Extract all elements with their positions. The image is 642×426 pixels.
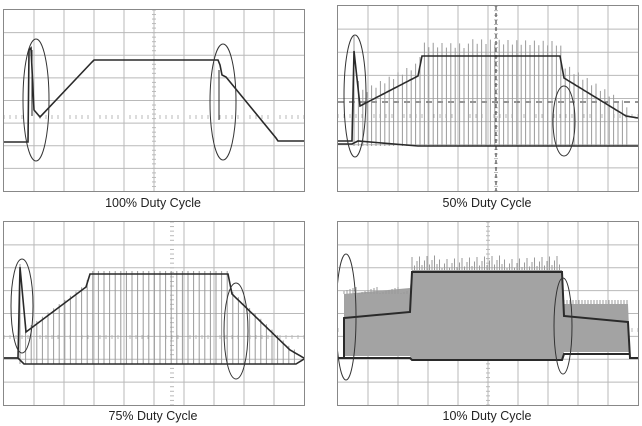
startup-annotation-ellipse xyxy=(10,258,34,354)
shutdown-annotation-ellipse xyxy=(553,277,573,375)
oscilloscope-screen-50 xyxy=(337,5,639,192)
upper-envelope-trace xyxy=(4,266,304,359)
waveform-canvas xyxy=(338,222,638,405)
switching-fill-region xyxy=(344,270,630,360)
startup-annotation-ellipse xyxy=(338,253,357,381)
oscilloscope-screen-100 xyxy=(3,9,305,192)
waveform-canvas xyxy=(4,222,304,405)
average-current-trace xyxy=(338,271,638,359)
shutdown-annotation-ellipse xyxy=(552,85,576,157)
switching-noise xyxy=(343,255,628,304)
lower-envelope-trace xyxy=(344,353,630,361)
lower-envelope-trace xyxy=(338,140,638,147)
caption-10-duty: 10% Duty Cycle xyxy=(442,409,532,423)
current-trace xyxy=(4,46,304,143)
waveform-canvas xyxy=(4,10,304,191)
caption-75-duty: 75% Duty Cycle xyxy=(108,409,198,423)
waveform-canvas xyxy=(338,6,638,191)
oscilloscope-screen-75 xyxy=(3,221,305,406)
startup-annotation-ellipse xyxy=(22,38,50,162)
shutdown-annotation-ellipse xyxy=(223,282,249,380)
graticule xyxy=(338,6,638,191)
upper-envelope-trace xyxy=(338,50,638,142)
shutdown-annotation-ellipse xyxy=(209,43,237,161)
switching-ripple xyxy=(353,36,628,146)
startup-annotation-ellipse xyxy=(343,34,367,158)
oscilloscope-screen-10 xyxy=(337,221,639,406)
caption-100-duty: 100% Duty Cycle xyxy=(105,196,201,210)
lower-envelope-trace xyxy=(4,357,304,365)
caption-50-duty: 50% Duty Cycle xyxy=(442,196,532,210)
